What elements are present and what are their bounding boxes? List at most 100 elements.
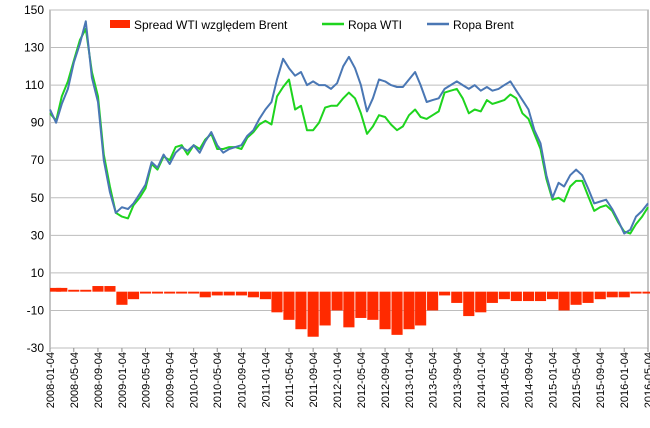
brent-line bbox=[49, 20, 649, 235]
x-tick-label: 2013-05-04 bbox=[428, 352, 440, 408]
spread-bar bbox=[188, 291, 200, 294]
spread-bar bbox=[151, 291, 164, 294]
x-tick-label: 2010-05-04 bbox=[212, 352, 224, 408]
x-tick-label: 2012-01-04 bbox=[332, 352, 344, 408]
spread-bar bbox=[68, 289, 80, 292]
spread-bar bbox=[522, 291, 535, 302]
spread-bar bbox=[475, 291, 487, 313]
spread-bar bbox=[546, 291, 559, 300]
legend-label: Spread WTI względem Brent bbox=[134, 18, 288, 32]
spread-bar bbox=[582, 291, 594, 303]
x-tick-label: 2015-05-04 bbox=[571, 352, 583, 408]
spread-bars bbox=[50, 286, 650, 337]
x-tick-label: 2008-01-04 bbox=[45, 352, 57, 408]
x-tick-label: 2009-01-04 bbox=[117, 352, 129, 408]
spread-bar bbox=[56, 287, 68, 292]
y-tick-label: 10 bbox=[31, 266, 45, 280]
spread-bar bbox=[92, 286, 104, 292]
x-tick-label: 2008-05-04 bbox=[69, 352, 81, 408]
spread-bar bbox=[211, 291, 223, 296]
x-tick-label: 2014-01-04 bbox=[476, 352, 488, 408]
y-tick-label: 110 bbox=[25, 78, 44, 92]
legend-item-wti: Ropa WTI bbox=[322, 18, 402, 32]
y-tick-label: 70 bbox=[31, 153, 45, 167]
y-tick-label: 30 bbox=[31, 228, 45, 242]
x-tick-label: 2012-09-04 bbox=[380, 352, 392, 408]
spread-bar bbox=[80, 289, 92, 292]
x-tick-label: 2014-09-04 bbox=[524, 352, 536, 408]
spread-bar bbox=[606, 291, 618, 298]
x-tick-label: 2015-09-04 bbox=[595, 352, 607, 408]
y-axis-ticks: -30 -10 10 30 50 70 90 110 130 150 bbox=[24, 3, 44, 355]
x-tick-label: 2010-01-04 bbox=[189, 352, 201, 408]
x-tick-label: 2016-01-04 bbox=[619, 352, 631, 408]
x-tick-label: 2012-05-04 bbox=[356, 352, 368, 408]
spread-bar bbox=[139, 291, 152, 294]
spread-bar bbox=[486, 291, 498, 303]
y-tick-label: -30 bbox=[27, 341, 45, 355]
spread-bar bbox=[283, 291, 295, 320]
spread-bar bbox=[199, 291, 211, 298]
spread-bar bbox=[271, 291, 283, 313]
grid-lines bbox=[50, 9, 648, 349]
spread-bar bbox=[176, 291, 188, 294]
x-tick-label: 2013-01-04 bbox=[404, 352, 416, 408]
spread-bar bbox=[379, 291, 391, 330]
spread-bar bbox=[534, 291, 547, 302]
spread-bar bbox=[127, 291, 140, 300]
spread-bar bbox=[259, 291, 271, 300]
spread-bar bbox=[391, 291, 403, 335]
y-tick-label: 50 bbox=[31, 191, 45, 205]
legend-item-spread: Spread WTI względem Brent bbox=[110, 18, 288, 32]
spread-bar bbox=[235, 291, 247, 296]
spread-bar bbox=[247, 291, 259, 298]
spread-bar bbox=[355, 291, 367, 318]
y-tick-label: 150 bbox=[24, 3, 44, 17]
spread-bar bbox=[319, 291, 331, 326]
x-tick-label: 2008-09-04 bbox=[93, 352, 105, 408]
spread-bar bbox=[295, 291, 307, 330]
spread-bar bbox=[50, 287, 62, 292]
spread-bar bbox=[223, 291, 235, 296]
spread-bar bbox=[367, 291, 379, 320]
spread-bar bbox=[594, 291, 606, 300]
spread-bar bbox=[104, 286, 116, 292]
spread-bar bbox=[439, 291, 451, 296]
legend-label: Ropa Brent bbox=[453, 18, 514, 32]
spread-bar bbox=[331, 291, 343, 311]
legend-label: Ropa WTI bbox=[348, 18, 402, 32]
spread-bar bbox=[618, 291, 630, 298]
price-lines bbox=[49, 20, 649, 235]
spread-bar bbox=[558, 291, 570, 311]
spread-bar bbox=[630, 291, 642, 294]
x-tick-label: 2009-09-04 bbox=[165, 352, 177, 408]
x-tick-label: 2015-01-04 bbox=[547, 352, 559, 408]
x-tick-label: 2011-09-04 bbox=[308, 352, 320, 407]
spread-bar bbox=[510, 291, 522, 302]
spread-bar bbox=[343, 291, 355, 328]
x-tick-label: 2010-09-04 bbox=[236, 352, 248, 408]
spread-bar bbox=[116, 291, 128, 305]
spread-bar bbox=[451, 291, 463, 303]
spread-bar bbox=[642, 291, 650, 294]
x-tick-label: 2014-05-04 bbox=[499, 352, 511, 408]
spread-bar bbox=[498, 291, 510, 300]
spread-bar bbox=[463, 291, 475, 317]
x-tick-label: 2011-05-04 bbox=[284, 352, 296, 407]
x-tick-label: 2013-09-04 bbox=[452, 352, 464, 408]
spread-bar bbox=[403, 291, 415, 330]
legend-item-brent: Ropa Brent bbox=[427, 18, 514, 32]
y-tick-label: -10 bbox=[27, 303, 45, 317]
spread-bar bbox=[415, 291, 427, 326]
spread-bar bbox=[570, 291, 582, 305]
spread-bar bbox=[164, 291, 176, 294]
x-tick-label: 2009-05-04 bbox=[141, 352, 153, 408]
legend-swatch bbox=[110, 20, 130, 28]
x-tick-label: 2016-05-04 bbox=[643, 352, 650, 408]
x-axis-ticks: 2008-01-04 2008-05-04 2008-09-04 2009-01-04… bbox=[45, 348, 650, 408]
spread-bar bbox=[427, 291, 439, 311]
x-tick-label: 2011-01-04 bbox=[260, 352, 272, 407]
spread-bar bbox=[307, 291, 319, 337]
legend: Spread WTI względem Brent Ropa WTI Ropa Br… bbox=[110, 18, 514, 32]
